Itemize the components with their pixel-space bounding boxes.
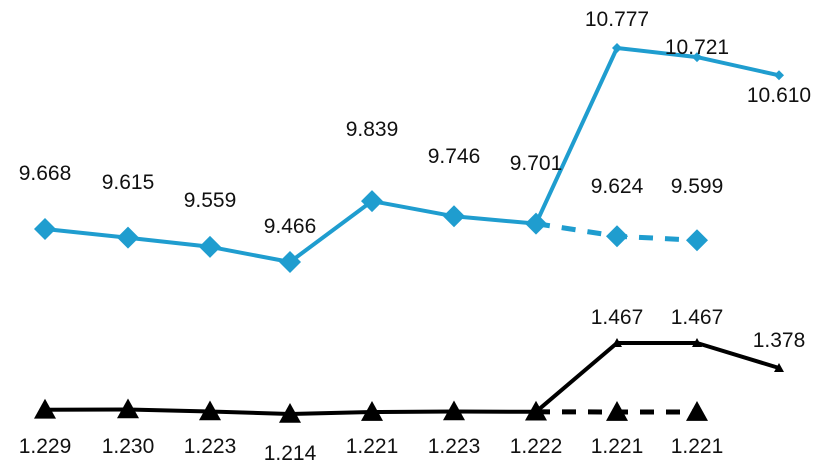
series-0-diamond-marker-3 — [279, 251, 301, 273]
series-1-triangle-marker-11 — [774, 362, 784, 372]
series-0-diamond-marker-0 — [34, 218, 56, 241]
series-1-triangle-marker-9 — [612, 338, 622, 347]
series-0-diamond-marker-10 — [692, 52, 702, 63]
series-0-diamond-marker-6 — [525, 212, 547, 235]
series-1-data-label-5: 1.223 — [428, 435, 481, 458]
series-1-triangle-marker-2 — [199, 400, 221, 421]
series-1-data-label-9: 1.467 — [591, 306, 644, 329]
series-0-diamond-marker-1 — [117, 226, 139, 249]
series-0-diamond-marker-8 — [686, 229, 708, 252]
series-1-data-label-7: 1.221 — [591, 435, 644, 458]
series-1-triangle-marker-1 — [117, 398, 139, 419]
series-1-triangle-marker-6 — [525, 400, 547, 421]
series-1-line-solid-2 — [534, 341, 780, 414]
series-1-data-label-2: 1.223 — [184, 435, 237, 458]
series-0-data-label-4: 9.839 — [346, 118, 399, 141]
series-0-data-label-1: 9.615 — [102, 171, 155, 194]
series-0-data-label-8: 9.599 — [671, 175, 724, 198]
series-1-data-label-1: 1.230 — [102, 435, 155, 458]
series-0-data-label-5: 9.746 — [428, 145, 481, 168]
series-1-data-label-11: 1.378 — [753, 329, 806, 352]
series-0-data-label-2: 9.559 — [184, 189, 237, 212]
series-1-triangle-marker-8 — [686, 401, 708, 421]
series-0-data-label-7: 9.624 — [591, 175, 644, 198]
series-1-data-label-10: 1.467 — [671, 306, 724, 329]
series-1-data-label-3: 1.214 — [264, 442, 317, 464]
series-0-diamond-marker-11 — [774, 70, 784, 81]
series-0-diamond-marker-4 — [361, 190, 383, 213]
series-0-data-label-9: 10.777 — [585, 8, 649, 31]
series-1-triangle-marker-4 — [361, 401, 383, 421]
series-0 — [34, 43, 784, 273]
series-0-diamond-marker-2 — [199, 235, 221, 258]
series-1-triangle-marker-5 — [443, 400, 465, 421]
series-1-data-label-6: 1.222 — [510, 435, 563, 458]
series-0-diamond-marker-7 — [606, 225, 628, 248]
series-1 — [34, 338, 784, 423]
series-1-data-label-8: 1.221 — [671, 435, 724, 458]
series-0-diamond-marker-5 — [443, 205, 465, 228]
series-0-data-label-6: 9.701 — [510, 152, 563, 175]
series-0-data-label-0: 9.668 — [19, 162, 72, 185]
series-0-diamond-marker-9 — [612, 43, 622, 53]
series-1-triangle-marker-7 — [606, 401, 628, 421]
series-0-data-label-3: 9.466 — [264, 215, 317, 238]
series-1-triangle-marker-0 — [34, 398, 56, 419]
series-0-data-label-10: 10.721 — [665, 36, 729, 59]
series-0-line-solid-2 — [534, 46, 780, 225]
series-0-data-label-11: 10.610 — [747, 84, 811, 107]
series-1-data-label-4: 1.221 — [346, 435, 399, 458]
series-1-triangle-marker-10 — [692, 338, 702, 347]
series-1-triangle-marker-3 — [279, 403, 301, 423]
series-1-data-label-0: 1.229 — [19, 435, 72, 458]
